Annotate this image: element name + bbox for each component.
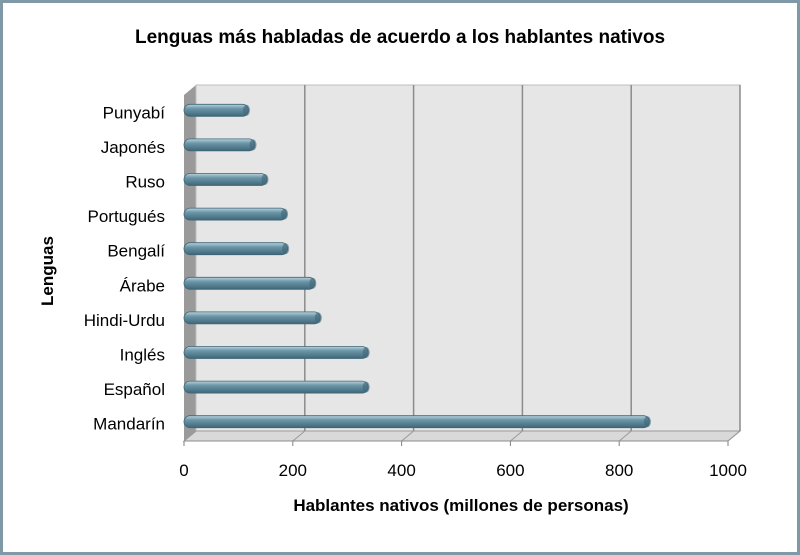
floor-gridline: [727, 430, 741, 442]
x-tick-label: 600: [496, 461, 524, 480]
category-label: Mandarín: [93, 415, 165, 434]
bar-body: [183, 242, 289, 256]
bar-cap: [643, 416, 651, 428]
category-label: Hindi-Urdu: [84, 311, 165, 330]
bar: [183, 242, 290, 256]
bar-cap: [309, 277, 317, 289]
category-label: Portugués: [88, 207, 166, 226]
bar-body: [183, 311, 321, 325]
bar-cap: [242, 104, 250, 116]
bar-cap: [362, 381, 370, 393]
floor-gridline: [292, 430, 306, 442]
category-label: Punyabí: [103, 103, 166, 122]
bar-cap: [249, 139, 257, 151]
bar-chart: Lenguas más habladas de acuerdo a los ha…: [38, 27, 747, 515]
floor-gridline: [510, 430, 523, 442]
x-tick-label: 800: [605, 461, 633, 480]
y-axis-title: Lenguas: [38, 236, 57, 306]
bar-cap: [314, 312, 322, 324]
bar: [183, 380, 370, 394]
bar-body: [183, 346, 369, 359]
bar: [183, 173, 269, 186]
bar: [183, 207, 289, 221]
bar-body: [183, 103, 249, 117]
plot-back-wall: [195, 84, 741, 432]
category-label: Árabe: [120, 276, 165, 295]
floor-gridline: [401, 430, 414, 442]
bar-cap: [282, 243, 290, 255]
plot-floor: [182, 430, 742, 442]
x-tick-label: 400: [387, 461, 415, 480]
bar: [183, 276, 317, 290]
x-tick-label: 0: [179, 461, 188, 480]
chart-title: Lenguas más habladas de acuerdo a los ha…: [135, 27, 665, 48]
bar-cap: [362, 347, 370, 358]
bar-body: [183, 207, 287, 221]
category-label: Español: [104, 380, 165, 399]
bar: [183, 415, 651, 429]
category-label: Bengalí: [107, 242, 165, 261]
bar: [183, 138, 257, 152]
category-labels: Mandarín Español Inglés Hindi-Urdu Árabe Beng…: [84, 103, 166, 433]
category-label: Inglés: [120, 346, 165, 365]
bar-body: [183, 380, 369, 394]
bar-cap: [281, 208, 289, 220]
bar-body: [183, 173, 268, 186]
x-axis-title: Hablantes nativos (millones de personas): [293, 496, 628, 515]
bar: [183, 311, 322, 325]
bar-cap: [261, 174, 269, 185]
bar-body: [183, 276, 316, 290]
bar: [183, 346, 370, 359]
bar-body: [183, 138, 256, 152]
gridlines: [183, 85, 741, 446]
x-tick-label: 1000: [709, 461, 747, 480]
x-tick-label: 200: [279, 461, 307, 480]
category-label: Japonés: [101, 138, 165, 157]
bar: [183, 103, 250, 117]
bars: [183, 103, 651, 429]
bar-body: [183, 415, 650, 429]
plot-area: [182, 84, 742, 446]
category-label: Ruso: [125, 173, 165, 192]
x-tick-labels: 0 200 400 600 800 1000: [179, 461, 747, 480]
floor-gridline: [183, 430, 197, 442]
floor-gridline: [618, 430, 632, 442]
